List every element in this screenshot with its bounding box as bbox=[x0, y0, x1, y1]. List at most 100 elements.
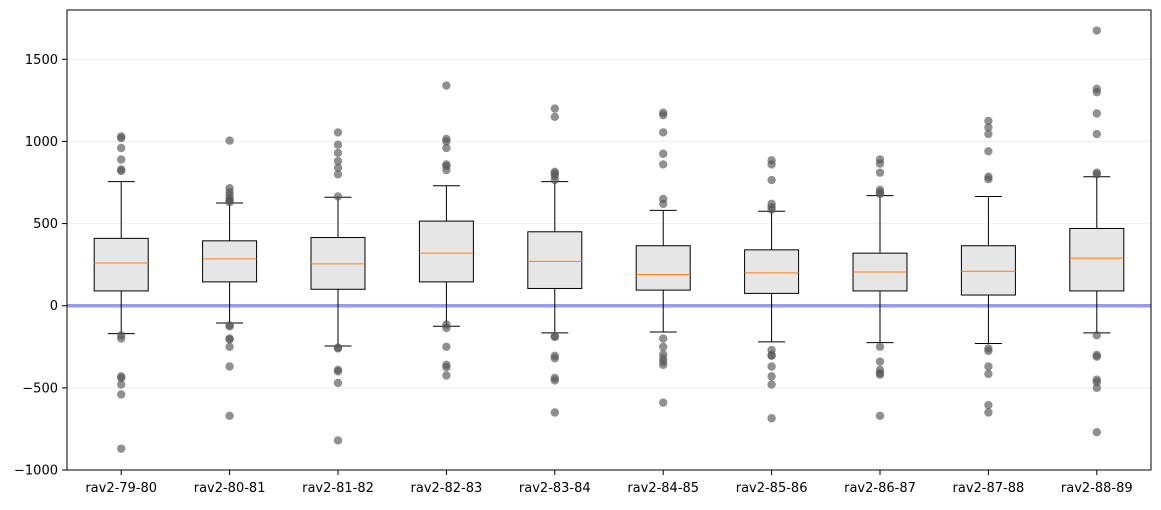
outlier-point bbox=[984, 369, 993, 379]
y-tick-label: −1000 bbox=[14, 464, 58, 479]
outlier-point bbox=[333, 367, 343, 376]
outlier-point bbox=[117, 143, 126, 153]
outlier-point bbox=[442, 342, 451, 351]
outlier-point bbox=[767, 380, 776, 389]
iqr-box bbox=[744, 249, 800, 294]
outlier-point bbox=[225, 136, 234, 145]
outlier-point bbox=[333, 192, 343, 201]
outlier-point bbox=[442, 143, 451, 153]
outlier-point bbox=[1092, 331, 1102, 340]
y-tick-label: 0 bbox=[50, 299, 58, 314]
box-group bbox=[418, 81, 474, 380]
outlier-point bbox=[875, 159, 885, 168]
outlier-point bbox=[659, 149, 668, 158]
outlier-point bbox=[117, 380, 126, 389]
outlier-point bbox=[550, 332, 559, 342]
outlier-point bbox=[984, 346, 993, 356]
outlier-point bbox=[117, 373, 126, 383]
outlier-point bbox=[333, 148, 343, 158]
outlier-point bbox=[333, 163, 343, 172]
outlier-point bbox=[875, 370, 885, 379]
outlier-point bbox=[550, 376, 559, 385]
outlier-point bbox=[659, 342, 668, 351]
outlier-point bbox=[767, 351, 776, 361]
outlier-point bbox=[984, 129, 993, 139]
outlier-point bbox=[117, 155, 126, 164]
outlier-point bbox=[550, 175, 559, 185]
x-tick-label: rav2-88-89 bbox=[1061, 481, 1133, 496]
outlier-point bbox=[1092, 352, 1102, 361]
axes: −1000 −500 0 500 1000 1500 rav2-79-80 rav2-80-8… bbox=[14, 9, 1152, 496]
outlier-point bbox=[333, 140, 343, 149]
outlier-point bbox=[442, 371, 451, 380]
outlier-point bbox=[442, 137, 451, 146]
outlier-point bbox=[1092, 383, 1102, 393]
outlier-point bbox=[875, 189, 885, 199]
outlier-point bbox=[984, 400, 993, 410]
outlier-point bbox=[875, 411, 885, 420]
box-group bbox=[635, 108, 691, 407]
x-tick-label: rav2-83-84 bbox=[519, 481, 591, 496]
outlier-point bbox=[1092, 26, 1102, 35]
outlier-point bbox=[659, 128, 668, 137]
iqr-box bbox=[202, 240, 258, 283]
outlier-point bbox=[659, 110, 668, 120]
outlier-point bbox=[767, 205, 776, 214]
outlier-point bbox=[117, 390, 126, 399]
outlier-point bbox=[225, 322, 234, 331]
outlier-point bbox=[225, 335, 234, 344]
outlier-point bbox=[1092, 428, 1102, 437]
box-series bbox=[93, 26, 1125, 453]
x-tick-label: rav2-80-81 bbox=[194, 481, 266, 496]
outlier-point bbox=[117, 133, 126, 143]
iqr-box bbox=[93, 237, 149, 292]
outlier-point bbox=[984, 175, 993, 184]
outlier-point bbox=[442, 323, 451, 333]
y-tick-label: 500 bbox=[33, 217, 58, 232]
outlier-point bbox=[984, 147, 993, 156]
outlier-point bbox=[875, 168, 885, 177]
box-group bbox=[1069, 26, 1125, 437]
outlier-point bbox=[225, 198, 234, 207]
box-group bbox=[527, 104, 583, 417]
outlier-point bbox=[117, 334, 126, 343]
x-tick-label: rav2-85-86 bbox=[736, 481, 808, 496]
outlier-point bbox=[225, 342, 234, 351]
box-group bbox=[93, 132, 149, 453]
outlier-point bbox=[333, 128, 343, 137]
box-group bbox=[202, 136, 258, 420]
outlier-point bbox=[659, 360, 668, 370]
y-tick-label: −500 bbox=[22, 381, 58, 396]
outlier-point bbox=[875, 342, 885, 351]
outlier-point bbox=[767, 160, 776, 169]
outlier-point bbox=[117, 444, 126, 453]
outlier-point bbox=[1092, 377, 1102, 387]
outlier-point bbox=[984, 362, 993, 371]
x-tick-label: rav2-86-87 bbox=[844, 481, 916, 496]
outlier-point bbox=[333, 170, 343, 179]
outlier-point bbox=[767, 362, 776, 371]
outlier-point bbox=[117, 166, 126, 176]
x-tick-label: rav2-87-88 bbox=[953, 481, 1025, 496]
outlier-point bbox=[333, 378, 343, 388]
box-group bbox=[852, 155, 908, 420]
outlier-point bbox=[767, 372, 776, 381]
x-tick-label: rav2-84-85 bbox=[627, 481, 699, 496]
outlier-point bbox=[225, 362, 234, 371]
outlier-point bbox=[1092, 109, 1102, 118]
box-group bbox=[744, 156, 800, 423]
outlier-point bbox=[333, 344, 343, 353]
outlier-point bbox=[550, 354, 559, 363]
outlier-point bbox=[875, 357, 885, 366]
x-tick-label: rav2-82-83 bbox=[411, 481, 483, 496]
iqr-box bbox=[1069, 228, 1125, 292]
box-group bbox=[960, 116, 1016, 417]
outlier-point bbox=[1092, 170, 1102, 179]
y-tick-label: 1000 bbox=[25, 135, 58, 150]
outlier-point bbox=[225, 411, 234, 420]
iqr-box bbox=[418, 220, 474, 283]
outlier-point bbox=[984, 408, 993, 417]
outlier-point bbox=[1092, 129, 1102, 139]
x-tick-label: rav2-79-80 bbox=[85, 481, 157, 496]
